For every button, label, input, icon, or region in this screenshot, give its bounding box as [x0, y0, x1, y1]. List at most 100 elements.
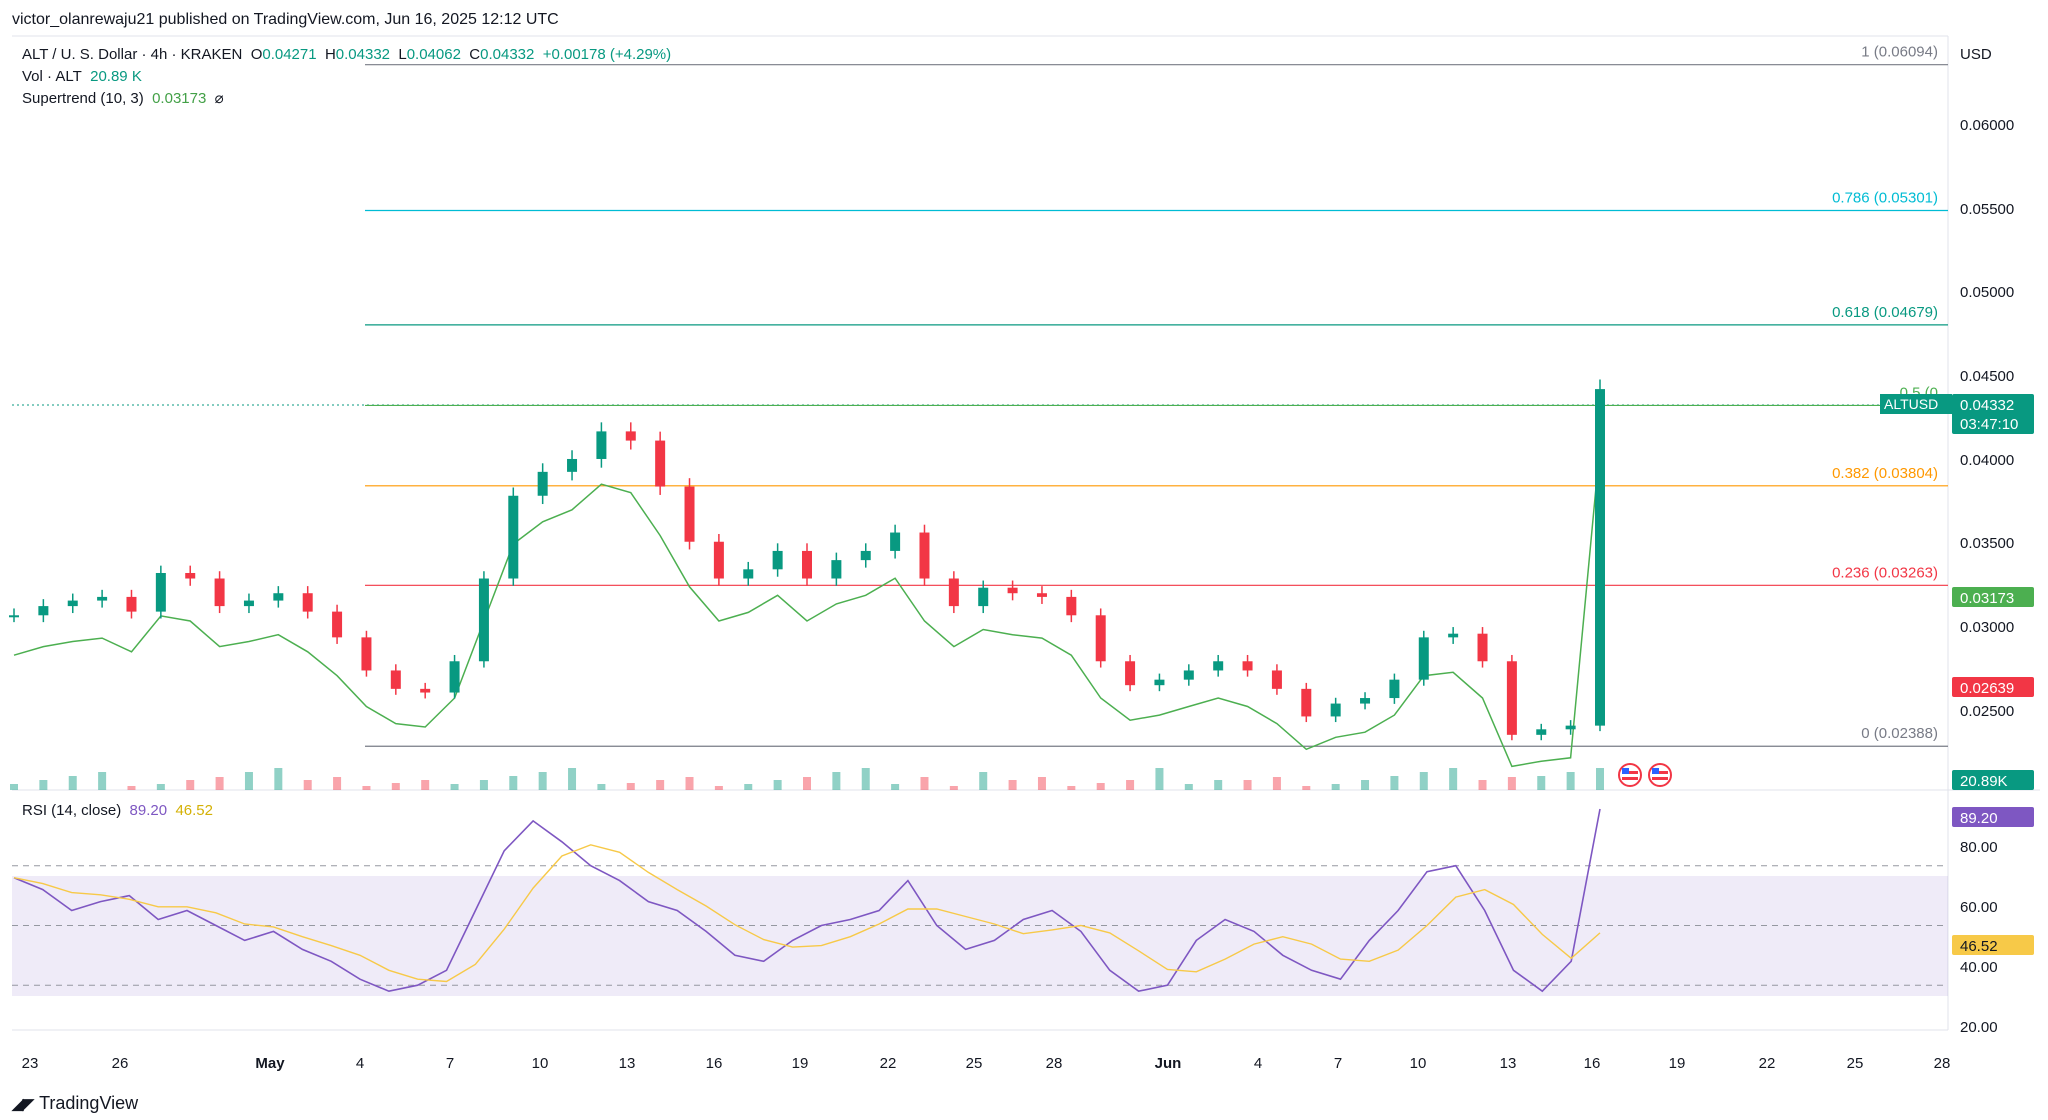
volume-bar [39, 780, 48, 790]
close-value: 0.04332 [480, 46, 535, 63]
time-tick: 4 [1254, 1055, 1262, 1072]
volume-bar [186, 780, 195, 790]
open-value: 0.04271 [262, 46, 317, 63]
high-value: 0.04332 [335, 46, 391, 63]
candle-body [1536, 729, 1547, 735]
volume-bar [1478, 780, 1487, 790]
time-tick: 25 [966, 1055, 983, 1072]
currency-selector[interactable]: USD [1960, 46, 1992, 63]
candle-body [1242, 661, 1253, 671]
volume-bar [1507, 777, 1516, 790]
volume-bar [1596, 768, 1604, 790]
volume-bar [744, 784, 753, 790]
countdown-text: 03:47:10 [1960, 416, 2018, 433]
candle-body [9, 615, 19, 618]
price-tick: 0.03000 [1960, 619, 2014, 636]
candle-body [302, 593, 313, 612]
candle-body [919, 532, 930, 579]
volume-bar [303, 780, 312, 790]
tradingview-brand[interactable]: ◢◤ TradingView [12, 1093, 138, 1114]
rsi-label: RSI (14, close) [22, 802, 122, 819]
candle-body [978, 587, 989, 607]
rsi-ma-badge-text: 46.52 [1960, 938, 1998, 955]
time-tick: 19 [792, 1055, 809, 1072]
price-candles [9, 379, 1605, 741]
volume-bar [1184, 784, 1193, 790]
volume-row[interactable]: Vol · ALT 20.89 K [22, 66, 671, 88]
volume-bar [861, 768, 870, 790]
supertrend-row[interactable]: Supertrend (10, 3) 0.03173 ⌀ [22, 88, 671, 110]
candle-body [1154, 679, 1165, 686]
volume-bar [538, 772, 547, 790]
rsi-ma-line [13, 844, 1601, 983]
candle-body [1095, 615, 1106, 662]
volume-bar [1361, 780, 1370, 790]
volume-bar [1214, 780, 1223, 790]
volume-badge-text: 20.89K [1960, 773, 2008, 790]
candle-body [1271, 670, 1282, 689]
us-flag-event-icon[interactable] [1648, 763, 1672, 787]
fib-level-label: 0.236 (0.03263) [1832, 564, 1938, 581]
price-tick: 0.05000 [1960, 284, 2014, 301]
rsi-badge [1952, 807, 2034, 827]
volume-bar [920, 777, 929, 790]
volume-bar [68, 776, 77, 790]
hidden-value-icon[interactable]: ⌀ [214, 90, 224, 107]
candle-body [1360, 698, 1371, 704]
candle-body [948, 578, 959, 607]
time-tick: 16 [706, 1055, 723, 1072]
volume-bar [714, 786, 723, 790]
candle-body [831, 560, 842, 579]
volume-bar [773, 780, 782, 790]
volume-bar [1272, 777, 1281, 790]
candle-body [567, 458, 578, 472]
price-tick: 0.05500 [1960, 201, 2014, 218]
supertrend-up-badge [1952, 587, 2034, 607]
time-tick: 13 [1500, 1055, 1517, 1072]
last-price-badge [1952, 394, 2034, 434]
candle-body [420, 688, 431, 693]
open-label: O [250, 46, 263, 63]
candle-body [155, 572, 166, 612]
candle-body [449, 661, 460, 693]
fib-retracement[interactable]: 1 (0.06094) 0.786 (0.05301) 0.618 (0.04679… [365, 44, 1948, 747]
candle-body [67, 600, 78, 607]
rsi-line [13, 808, 1601, 993]
volume-label: Vol · ALT [22, 68, 82, 85]
ticker-badge-text: ALTUSD [1884, 396, 1938, 412]
time-tick-month: May [255, 1055, 285, 1072]
volume-bar [156, 784, 165, 790]
time-tick: 28 [1934, 1055, 1951, 1072]
candle-body [625, 431, 636, 441]
time-tick: 7 [1334, 1055, 1342, 1072]
candle-body [332, 611, 343, 638]
candle-body [1448, 633, 1459, 638]
fib-level-label: 1 (0.06094) [1861, 44, 1938, 61]
price-tick: 0.04000 [1960, 452, 2014, 469]
volume-bar [1449, 768, 1458, 790]
supertrend-down-badge [1952, 677, 2034, 697]
volume-bar [1537, 776, 1546, 790]
brand-text: TradingView [39, 1093, 139, 1113]
time-tick: 13 [619, 1055, 636, 1072]
rsi-legend[interactable]: RSI (14, close) 89.20 46.52 [22, 802, 213, 819]
candle-body [1301, 688, 1312, 717]
candle-body [243, 600, 254, 607]
us-flag-event-icon[interactable] [1618, 763, 1642, 787]
volume-bar [803, 777, 811, 790]
volume-bar [1302, 786, 1311, 790]
volume-bar [98, 772, 107, 790]
symbol-label[interactable]: ALT / U. S. Dollar · 4h · KRAKEN [22, 46, 243, 63]
candle-body [802, 550, 812, 579]
time-tick: 4 [356, 1055, 364, 1072]
price-tick: 0.06000 [1960, 117, 2014, 134]
price-tick: 0.02500 [1960, 703, 2014, 720]
volume-bar [1008, 780, 1017, 790]
time-tick: 22 [1759, 1055, 1776, 1072]
close-label: C [469, 46, 481, 63]
rsi-badge-text: 89.20 [1960, 810, 1998, 827]
supertrend-label: Supertrend (10, 3) [22, 90, 144, 107]
candle-body [1007, 587, 1018, 594]
volume-bar [656, 780, 665, 790]
